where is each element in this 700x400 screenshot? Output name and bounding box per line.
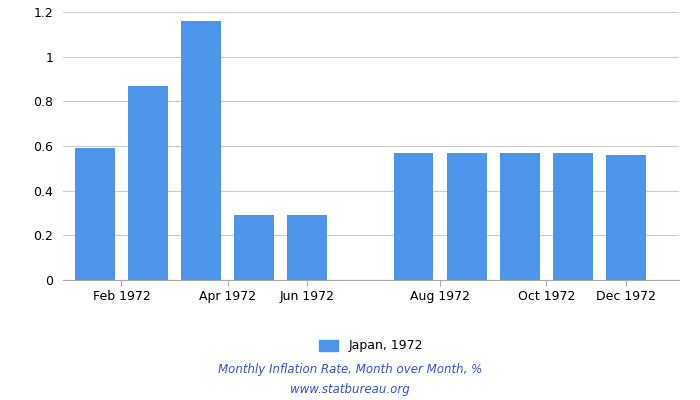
Bar xyxy=(553,153,593,280)
Bar xyxy=(128,86,168,280)
Bar xyxy=(75,148,115,280)
Legend: Japan, 1972: Japan, 1972 xyxy=(314,334,428,358)
Bar xyxy=(234,215,274,280)
Text: www.statbureau.org: www.statbureau.org xyxy=(290,384,410,396)
Bar xyxy=(606,155,646,280)
Bar xyxy=(500,153,540,280)
Bar xyxy=(393,153,433,280)
Bar xyxy=(288,215,327,280)
Bar xyxy=(447,153,486,280)
Bar xyxy=(181,21,221,280)
Text: Monthly Inflation Rate, Month over Month, %: Monthly Inflation Rate, Month over Month… xyxy=(218,364,482,376)
